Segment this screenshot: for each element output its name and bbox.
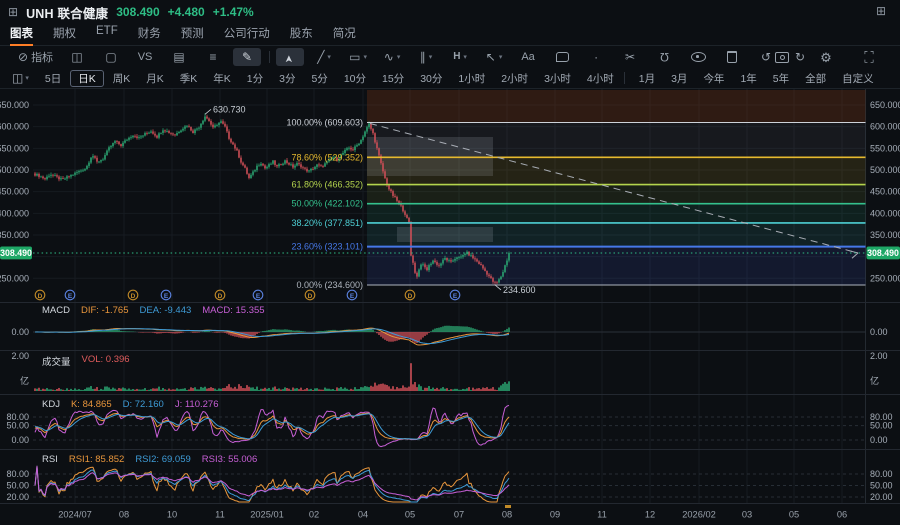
svg-text:100.00% (609.603): 100.00% (609.603): [286, 118, 363, 128]
svg-text:50.00: 50.00: [6, 421, 29, 431]
svg-text:308.490: 308.490: [0, 248, 32, 258]
svg-text:02: 02: [309, 510, 319, 520]
svg-text:10: 10: [167, 510, 177, 520]
svg-text:500.000: 500.000: [870, 165, 900, 175]
svg-text:2024/07: 2024/07: [58, 510, 92, 520]
trading-app-window: UNH 联合健康 308.490 +4.480 +1.47% 图表期权ETF财务…: [0, 0, 900, 525]
rsi2-value: RSI2: 69.059: [135, 454, 190, 465]
macd-title: MACD: [42, 305, 70, 316]
svg-text:38.20% (377.851): 38.20% (377.851): [291, 218, 363, 228]
svg-text:12: 12: [645, 510, 655, 520]
svg-text:04: 04: [358, 510, 368, 520]
svg-text:2.00: 2.00: [11, 351, 29, 361]
svg-text:06: 06: [837, 510, 847, 520]
macd-dea-value: DEA: -9.443: [140, 305, 192, 316]
svg-text:50.00% (422.102): 50.00% (422.102): [291, 199, 363, 209]
svg-text:450.000: 450.000: [0, 187, 29, 197]
svg-text:600.000: 600.000: [0, 122, 29, 132]
svg-text:80.00: 80.00: [870, 469, 893, 479]
svg-text:350.000: 350.000: [870, 230, 900, 240]
rsi1-value: RSI1: 85.852: [69, 454, 124, 465]
svg-text:D: D: [38, 293, 43, 300]
svg-text:550.000: 550.000: [0, 143, 29, 153]
svg-text:78.60% (529.352): 78.60% (529.352): [291, 152, 363, 162]
kdj-d-value: D: 72.160: [123, 399, 164, 410]
svg-text:D: D: [408, 293, 413, 300]
svg-text:450.000: 450.000: [870, 187, 900, 197]
svg-text:400.000: 400.000: [870, 208, 900, 218]
svg-text:550.000: 550.000: [870, 143, 900, 153]
svg-text:50.00: 50.00: [870, 481, 893, 491]
svg-text:0.00: 0.00: [870, 327, 888, 337]
svg-text:250.000: 250.000: [870, 273, 900, 283]
macd-macd-value: MACD: 15.355: [202, 305, 264, 316]
svg-text:亿: 亿: [20, 375, 29, 386]
rsi-layer: [33, 466, 866, 502]
svg-text:D: D: [131, 293, 136, 300]
svg-text:05: 05: [789, 510, 799, 520]
event-badges-layer[interactable]: DEDEDEDEDE: [35, 290, 460, 300]
svg-text:2026/02: 2026/02: [682, 510, 716, 520]
svg-text:11: 11: [215, 510, 225, 520]
svg-text:08: 08: [502, 510, 512, 520]
fibonacci-labels-layer: 100.00% (609.603) 78.60% (529.352) 61.80% …: [286, 118, 363, 290]
svg-text:20.00: 20.00: [870, 492, 893, 502]
kdj-k-value: K: 84.865: [71, 399, 112, 410]
svg-text:650.000: 650.000: [0, 100, 29, 110]
svg-text:0.00: 0.00: [11, 435, 29, 445]
svg-text:2.00: 2.00: [870, 351, 888, 361]
svg-text:08: 08: [119, 510, 129, 520]
svg-text:E: E: [256, 293, 261, 300]
svg-text:500.000: 500.000: [0, 165, 29, 175]
svg-text:D: D: [218, 293, 223, 300]
rsi3-value: RSI3: 55.006: [202, 454, 257, 465]
svg-text:E: E: [68, 293, 73, 300]
svg-text:350.000: 350.000: [0, 230, 29, 240]
svg-text:03: 03: [742, 510, 752, 520]
svg-text:亿: 亿: [870, 375, 879, 386]
volume-title: 成交量: [42, 354, 71, 368]
kdj-header: KDJ K: 84.865 D: 72.160 J: 110.276: [42, 399, 219, 410]
svg-text:E: E: [164, 293, 169, 300]
svg-text:20.00: 20.00: [6, 492, 29, 502]
svg-text:50.00: 50.00: [870, 421, 893, 431]
svg-text:23.60% (323.101): 23.60% (323.101): [291, 242, 363, 252]
rsi-header: RSI RSI1: 85.852 RSI2: 69.059 RSI3: 55.0…: [42, 454, 257, 465]
svg-text:09: 09: [550, 510, 560, 520]
svg-text:E: E: [453, 293, 458, 300]
svg-text:11: 11: [597, 510, 607, 520]
svg-text:234.600: 234.600: [503, 285, 536, 295]
macd-header: MACD DIF: -1.765 DEA: -9.443 MACD: 15.35…: [42, 305, 265, 316]
volume-value: VOL: 0.396: [82, 354, 130, 368]
macd-layer: [33, 326, 866, 345]
kdj-layer: [33, 405, 866, 446]
svg-text:0.00: 0.00: [870, 435, 888, 445]
svg-text:80.00: 80.00: [6, 469, 29, 479]
macd-dif-value: DIF: -1.765: [81, 305, 129, 316]
svg-text:250.000: 250.000: [0, 273, 29, 283]
svg-text:07: 07: [454, 510, 464, 520]
svg-text:E: E: [350, 293, 355, 300]
chart-canvas[interactable]: 650.000 650.000 600.000 600.000 550.000 550.0…: [0, 0, 900, 525]
svg-text:650.000: 650.000: [870, 100, 900, 110]
svg-text:2025/01: 2025/01: [250, 510, 284, 520]
svg-text:05: 05: [405, 510, 415, 520]
svg-text:0.00: 0.00: [11, 327, 29, 337]
svg-text:308.490: 308.490: [867, 248, 899, 258]
svg-text:630.730: 630.730: [213, 104, 246, 114]
rsi-title: RSI: [42, 454, 58, 465]
svg-text:600.000: 600.000: [870, 122, 900, 132]
svg-text:D: D: [308, 293, 313, 300]
kdj-title: KDJ: [42, 399, 60, 410]
svg-text:50.00: 50.00: [6, 481, 29, 491]
volume-header: 成交量 VOL: 0.396: [42, 354, 130, 368]
time-axis-layer: 2024/07 08 10 11 2025/01 02 04 05 07 08 09 11 12 2026…: [58, 505, 847, 520]
svg-text:0.00% (234.600): 0.00% (234.600): [296, 280, 363, 290]
svg-text:61.80% (466.352): 61.80% (466.352): [291, 180, 363, 190]
kdj-j-value: J: 110.276: [175, 399, 219, 410]
fibonacci-bands-layer: [367, 90, 866, 285]
svg-text:400.000: 400.000: [0, 208, 29, 218]
